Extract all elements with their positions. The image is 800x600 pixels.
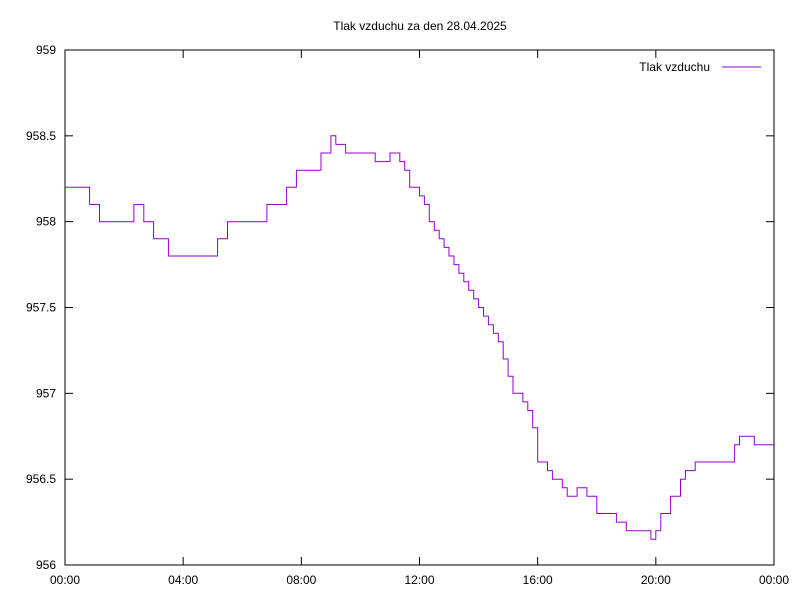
chart-title: Tlak vzduchu za den 28.04.2025 [333, 19, 507, 33]
legend-label: Tlak vzduchu [639, 60, 710, 74]
x-tick-label: 00:00 [50, 573, 80, 587]
x-tick-label: 12:00 [404, 573, 434, 587]
y-tick-label: 958.5 [26, 129, 56, 143]
x-axis-ticks: 00:00 04:00 08:00 12:00 16:00 20:00 00:00 [50, 50, 789, 587]
x-tick-label: 04:00 [168, 573, 198, 587]
series-line-tlak-vzduchu [65, 135, 774, 540]
plot-area [64, 49, 775, 566]
y-tick-label: 957 [36, 386, 56, 400]
x-tick-label: 00:00 [759, 573, 789, 587]
y-tick-label: 958 [36, 215, 56, 229]
x-tick-label: 20:00 [641, 573, 671, 587]
x-tick-label: 08:00 [286, 573, 316, 587]
y-tick-label: 957.5 [26, 301, 56, 315]
y-tick-label: 956.5 [26, 472, 56, 486]
y-axis-ticks: 956 956.5 957 957.5 958 958.5 959 [26, 43, 774, 572]
y-tick-label: 956 [36, 558, 56, 572]
x-tick-label: 16:00 [523, 573, 553, 587]
legend: Tlak vzduchu [639, 60, 761, 74]
y-tick-label: 959 [36, 43, 56, 57]
